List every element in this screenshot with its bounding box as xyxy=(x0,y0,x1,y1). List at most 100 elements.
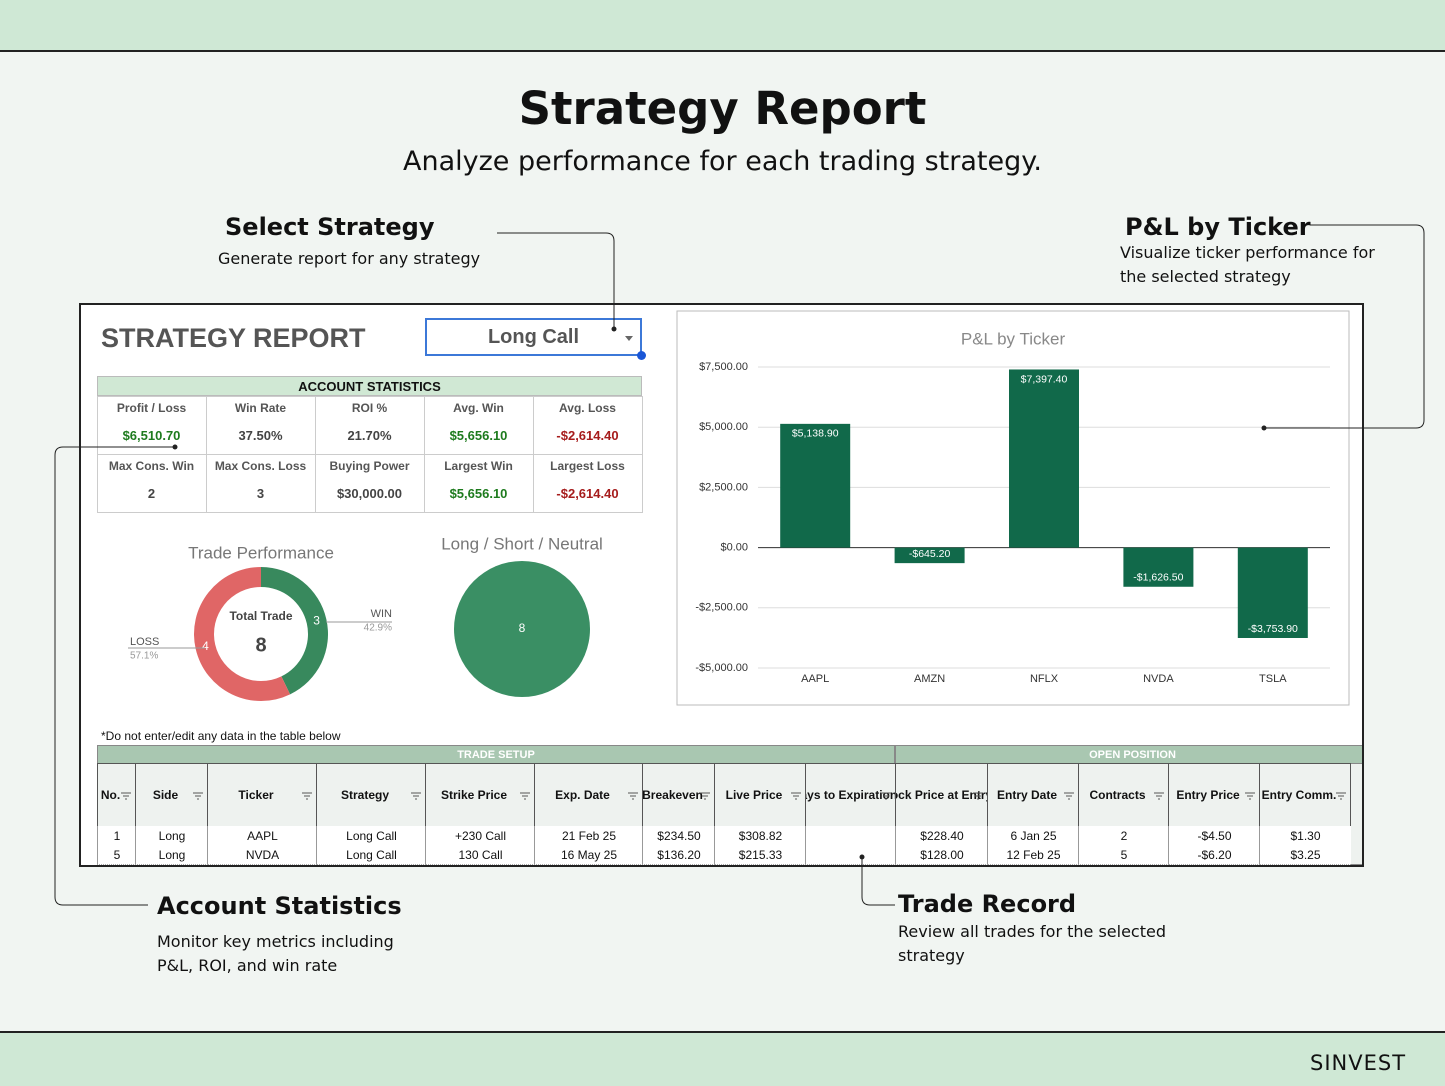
bar-label: -$3,753.90 xyxy=(1248,623,1298,635)
dropdown-arrow[interactable] xyxy=(625,336,633,341)
filter-icon[interactable] xyxy=(628,792,638,800)
column-header: No. xyxy=(97,763,136,827)
group-header: OPEN POSITION xyxy=(895,745,1362,764)
chart-title: Trade Performance xyxy=(188,543,334,562)
stat-label: Win Rate xyxy=(234,401,287,415)
stat-value: $30,000.00 xyxy=(336,485,403,501)
callout-title: Select Strategy xyxy=(225,213,435,241)
slice-label: 8 xyxy=(519,621,526,635)
table-cell: 5 xyxy=(97,845,136,865)
column-header: Stock Price at Entry xyxy=(895,763,988,827)
donut-segment xyxy=(193,567,291,701)
table-note: *Do not enter/edit any data in the table… xyxy=(101,729,341,743)
table-cell: $128.00 xyxy=(895,845,988,865)
stat-label: Buying Power xyxy=(329,459,410,473)
chart-title: Long / Short / Neutral xyxy=(441,534,603,553)
callout-title: Account Statistics xyxy=(157,892,402,920)
column-header: Entry Date xyxy=(987,763,1079,827)
filter-icon[interactable] xyxy=(411,792,421,800)
segment-label: 3 xyxy=(313,613,320,627)
stat-value: $6,510.70 xyxy=(122,427,181,443)
filter-icon[interactable] xyxy=(1336,792,1346,800)
table-cell: $3.25 xyxy=(1259,845,1351,865)
stat-label: ROI % xyxy=(351,401,388,415)
table-cell: $228.40 xyxy=(895,826,988,846)
filter-icon[interactable] xyxy=(1245,792,1255,800)
filter-icon[interactable] xyxy=(700,792,710,800)
filter-icon[interactable] xyxy=(973,792,983,800)
column-header: Breakeven xyxy=(642,763,715,827)
cut-column xyxy=(1350,763,1362,865)
table-cell: 130 Call xyxy=(425,845,535,865)
center-total: 8 xyxy=(255,634,266,656)
table-cell: 12 Feb 25 xyxy=(987,845,1079,865)
y-tick-label: -$2,500.00 xyxy=(695,602,748,614)
callout-text: Monitor key metrics including P&L, ROI, … xyxy=(157,932,394,975)
stat-value: -$2,614.40 xyxy=(556,485,619,501)
table-cell: Long xyxy=(135,826,208,846)
x-tick-label: TSLA xyxy=(1259,673,1287,685)
column-header: Days to Expiration xyxy=(805,763,896,827)
bottom-band xyxy=(0,1031,1445,1086)
donut-segment xyxy=(261,567,328,695)
column-header: Exp. Date xyxy=(534,763,643,827)
group-header: TRADE SETUP xyxy=(97,745,895,764)
x-tick-label: NVDA xyxy=(1143,673,1174,685)
table-cell xyxy=(805,826,896,846)
category-label: LOSS xyxy=(130,636,159,648)
filter-icon[interactable] xyxy=(791,792,801,800)
table-cell: $215.33 xyxy=(714,845,806,865)
category-label: WIN xyxy=(371,608,392,620)
bar xyxy=(1123,547,1194,587)
filter-icon[interactable] xyxy=(302,792,312,800)
table-cell: 1 xyxy=(97,826,136,846)
filter-icon[interactable] xyxy=(881,792,891,800)
strategy-dropdown[interactable]: Long Call xyxy=(425,318,646,360)
bar-label: $5,138.90 xyxy=(792,428,839,440)
x-tick-label: AAPL xyxy=(801,673,829,685)
stat-value: 3 xyxy=(256,485,265,501)
filter-icon[interactable] xyxy=(1154,792,1164,800)
top-band xyxy=(0,0,1445,52)
table-cell: Long Call xyxy=(316,826,426,846)
x-tick-label: NFLX xyxy=(1030,673,1059,685)
segment-label: 4 xyxy=(202,639,209,653)
center-label: Total Trade xyxy=(229,609,292,623)
share-label: 42.9% xyxy=(364,623,392,634)
stats-header: ACCOUNT STATISTICS xyxy=(97,376,642,396)
bar xyxy=(894,547,965,564)
table-cell: Long Call xyxy=(316,845,426,865)
column-header: Strike Price xyxy=(425,763,535,827)
dropdown-value[interactable]: Long Call xyxy=(487,325,580,348)
column-header: Side xyxy=(135,763,208,827)
table-cell: 2 xyxy=(1078,826,1169,846)
filter-icon[interactable] xyxy=(193,792,203,800)
filter-icon[interactable] xyxy=(520,792,530,800)
column-header: Contracts xyxy=(1078,763,1169,827)
brand: SINVEST xyxy=(1310,1051,1407,1075)
share-label: 57.1% xyxy=(130,651,158,662)
x-tick-label: AMZN xyxy=(914,673,945,685)
table-cell xyxy=(805,845,896,865)
column-header: Ticker xyxy=(207,763,317,827)
y-tick-label: $0.00 xyxy=(720,542,748,554)
callout-text: Review all trades for the selected strat… xyxy=(898,922,1166,965)
table-cell: AAPL xyxy=(207,826,317,846)
filter-icon[interactable] xyxy=(1064,792,1074,800)
stat-value: $5,656.10 xyxy=(449,427,508,443)
callout-text: Generate report for any strategy xyxy=(218,249,481,268)
account-statistics: ACCOUNT STATISTICS Profit / Loss $6,510.70… xyxy=(97,376,643,513)
column-header: Live Price xyxy=(714,763,806,827)
table-cell: 5 xyxy=(1078,845,1169,865)
y-tick-label: $5,000.00 xyxy=(699,421,748,433)
filter-icon[interactable] xyxy=(121,792,131,800)
stat-label: Max Cons. Win xyxy=(108,459,195,473)
table-cell: $308.82 xyxy=(714,826,806,846)
table-cell: 16 May 25 xyxy=(534,845,643,865)
table-cell: -$6.20 xyxy=(1168,845,1260,865)
table-cell: NVDA xyxy=(207,845,317,865)
stat-cell xyxy=(533,454,643,513)
